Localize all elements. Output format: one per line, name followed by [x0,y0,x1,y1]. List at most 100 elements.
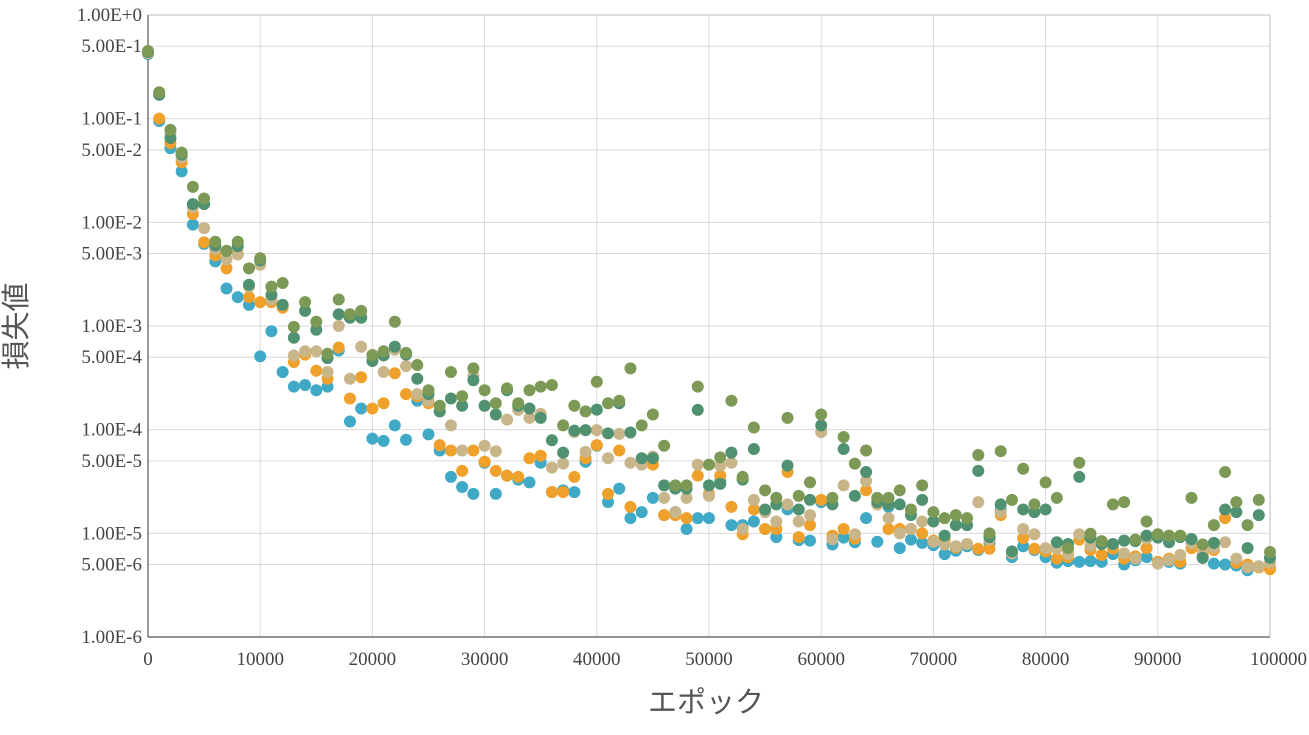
data-point [1017,532,1030,545]
data-point [747,493,760,506]
data-point [1118,547,1131,560]
data-point [815,493,828,506]
data-point [1219,512,1232,525]
data-point [714,459,727,472]
data-point [646,452,659,465]
data-point [792,515,805,528]
y-tick-label: 1.00E-2 [81,212,142,233]
data-point [1151,528,1164,541]
data-point [153,112,166,125]
data-point [209,235,222,248]
data-point [1230,496,1243,509]
data-point [231,291,244,304]
data-point [871,491,884,504]
data-point [444,470,457,483]
data-point [983,527,996,540]
data-point [994,498,1007,511]
data-point [467,374,480,387]
data-point [388,315,401,328]
data-point [635,419,648,432]
data-point [1129,552,1142,565]
data-point [478,439,491,452]
data-point [1050,536,1063,549]
data-point [512,470,525,483]
data-point [557,486,570,499]
data-point [916,493,929,506]
data-point [220,262,233,275]
data-point [860,512,873,525]
data-point [803,509,816,522]
data-point [489,464,502,477]
data-point [355,371,368,384]
data-point [1163,529,1176,542]
data-point [265,280,278,293]
data-point [467,444,480,457]
data-point [242,262,255,275]
data-point [388,367,401,380]
data-point [602,487,615,500]
data-point [972,542,985,555]
data-point [781,411,794,424]
y-tick-label: 5.00E-2 [81,140,142,161]
data-point [377,345,390,358]
data-point [1140,542,1153,555]
y-tick-label: 1.00E-4 [81,420,142,441]
data-point [759,484,772,497]
data-point [242,291,255,304]
data-point [332,308,345,321]
data-point [983,542,996,555]
data-point [916,515,929,528]
data-point [276,365,289,378]
x-axis-title: エポック [648,685,764,719]
data-point [725,394,738,407]
data-point [523,452,536,465]
data-point [949,509,962,522]
data-point [456,480,469,493]
data-point [1196,538,1209,551]
x-tick-label: 40000 [573,649,621,670]
data-point [254,350,267,363]
data-point [714,477,727,490]
data-point [1252,560,1265,573]
data-point [703,479,715,492]
data-point [1028,498,1041,511]
data-point [1129,533,1142,546]
data-point [1207,557,1220,570]
data-point [602,427,615,440]
data-point [1028,528,1041,541]
data-point [736,523,749,536]
data-point [332,341,345,354]
data-point [871,535,884,548]
data-point [310,364,323,377]
x-tick-label: 30000 [461,649,509,670]
data-point [938,529,951,542]
x-tick-label: 70000 [910,649,958,670]
data-point [803,476,816,489]
data-point [759,523,772,536]
data-point [590,439,603,452]
data-point [1017,540,1030,553]
data-point [579,445,592,458]
data-point [860,484,873,497]
data-point [568,486,581,499]
y-tick-label: 5.00E-5 [81,451,142,472]
data-point [837,523,850,536]
data-point [1241,519,1254,532]
data-point [343,372,356,385]
data-point [1219,536,1232,549]
data-point [501,413,514,426]
data-point [411,388,424,401]
data-point [287,380,300,393]
data-point [377,397,390,410]
data-point [1151,557,1164,570]
data-point [893,527,906,540]
data-point [848,457,861,470]
data-point [1039,503,1052,516]
data-point [927,515,940,528]
data-point [411,372,424,385]
data-point [1219,466,1232,479]
axis-layer: 1.00E+0 5.00E-1 1.00E-1 5.00E-2 1.00E-2 5.00E… [77,5,1307,670]
data-point [613,444,626,457]
y-axis-title: 損失値 [0,282,33,369]
